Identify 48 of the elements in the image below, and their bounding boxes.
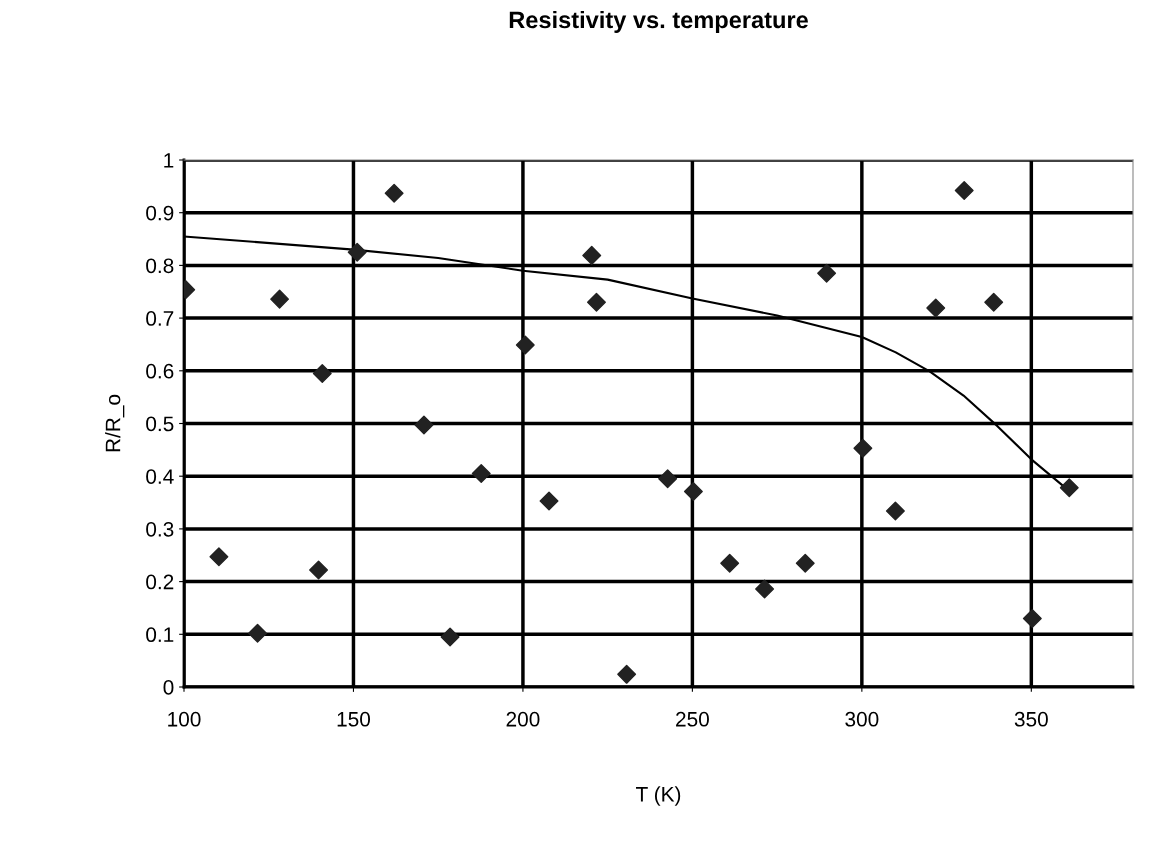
- point: [586, 292, 606, 312]
- y-tick-label: 0: [163, 680, 174, 695]
- point: [795, 553, 815, 573]
- y-tick-label: 0.4: [146, 469, 174, 484]
- point: [209, 547, 229, 567]
- x-tick-label: 350: [1014, 711, 1048, 727]
- x-tick-label: 100: [168, 711, 201, 727]
- x-tick-label: 250: [676, 711, 709, 727]
- y-tick-label: 0.9: [146, 205, 174, 221]
- point: [515, 335, 535, 355]
- point: [853, 438, 873, 458]
- point: [617, 664, 637, 684]
- point: [817, 263, 837, 283]
- point: [270, 289, 290, 309]
- point: [440, 627, 460, 647]
- point: [885, 501, 905, 521]
- point: [926, 298, 946, 318]
- point: [582, 245, 602, 265]
- y-tick-label: 1: [164, 153, 174, 168]
- point: [539, 491, 559, 511]
- y-tick-label: 0.8: [146, 258, 174, 274]
- y-tick-label: 0.2: [146, 574, 174, 590]
- point: [248, 623, 268, 643]
- point: [312, 363, 332, 383]
- point: [347, 242, 367, 262]
- point: [309, 560, 329, 580]
- point: [1022, 609, 1042, 628]
- y-tick-label: 0.1: [146, 627, 174, 643]
- y-tick-label: 0.7: [146, 311, 174, 326]
- x-tick-label: 300: [845, 711, 879, 727]
- x-axis-title: T (K): [636, 786, 681, 806]
- y-tick-label: 0.6: [146, 363, 174, 379]
- point: [683, 482, 703, 501]
- chart-title: Resistivity vs. temperature: [509, 10, 808, 33]
- y-axis-title: R/R_o: [105, 394, 125, 452]
- point: [384, 183, 404, 203]
- point: [984, 292, 1004, 312]
- x-tick-label: 200: [506, 711, 540, 727]
- point: [471, 464, 491, 484]
- y-tick-label: 0.3: [146, 521, 174, 537]
- y-tick-label: 0.5: [146, 416, 174, 432]
- x-tick-label: 150: [337, 711, 371, 727]
- point: [414, 415, 434, 435]
- point: [755, 579, 775, 599]
- point: [954, 181, 974, 201]
- point: [720, 553, 740, 573]
- point: [658, 469, 678, 489]
- point: [1059, 478, 1079, 498]
